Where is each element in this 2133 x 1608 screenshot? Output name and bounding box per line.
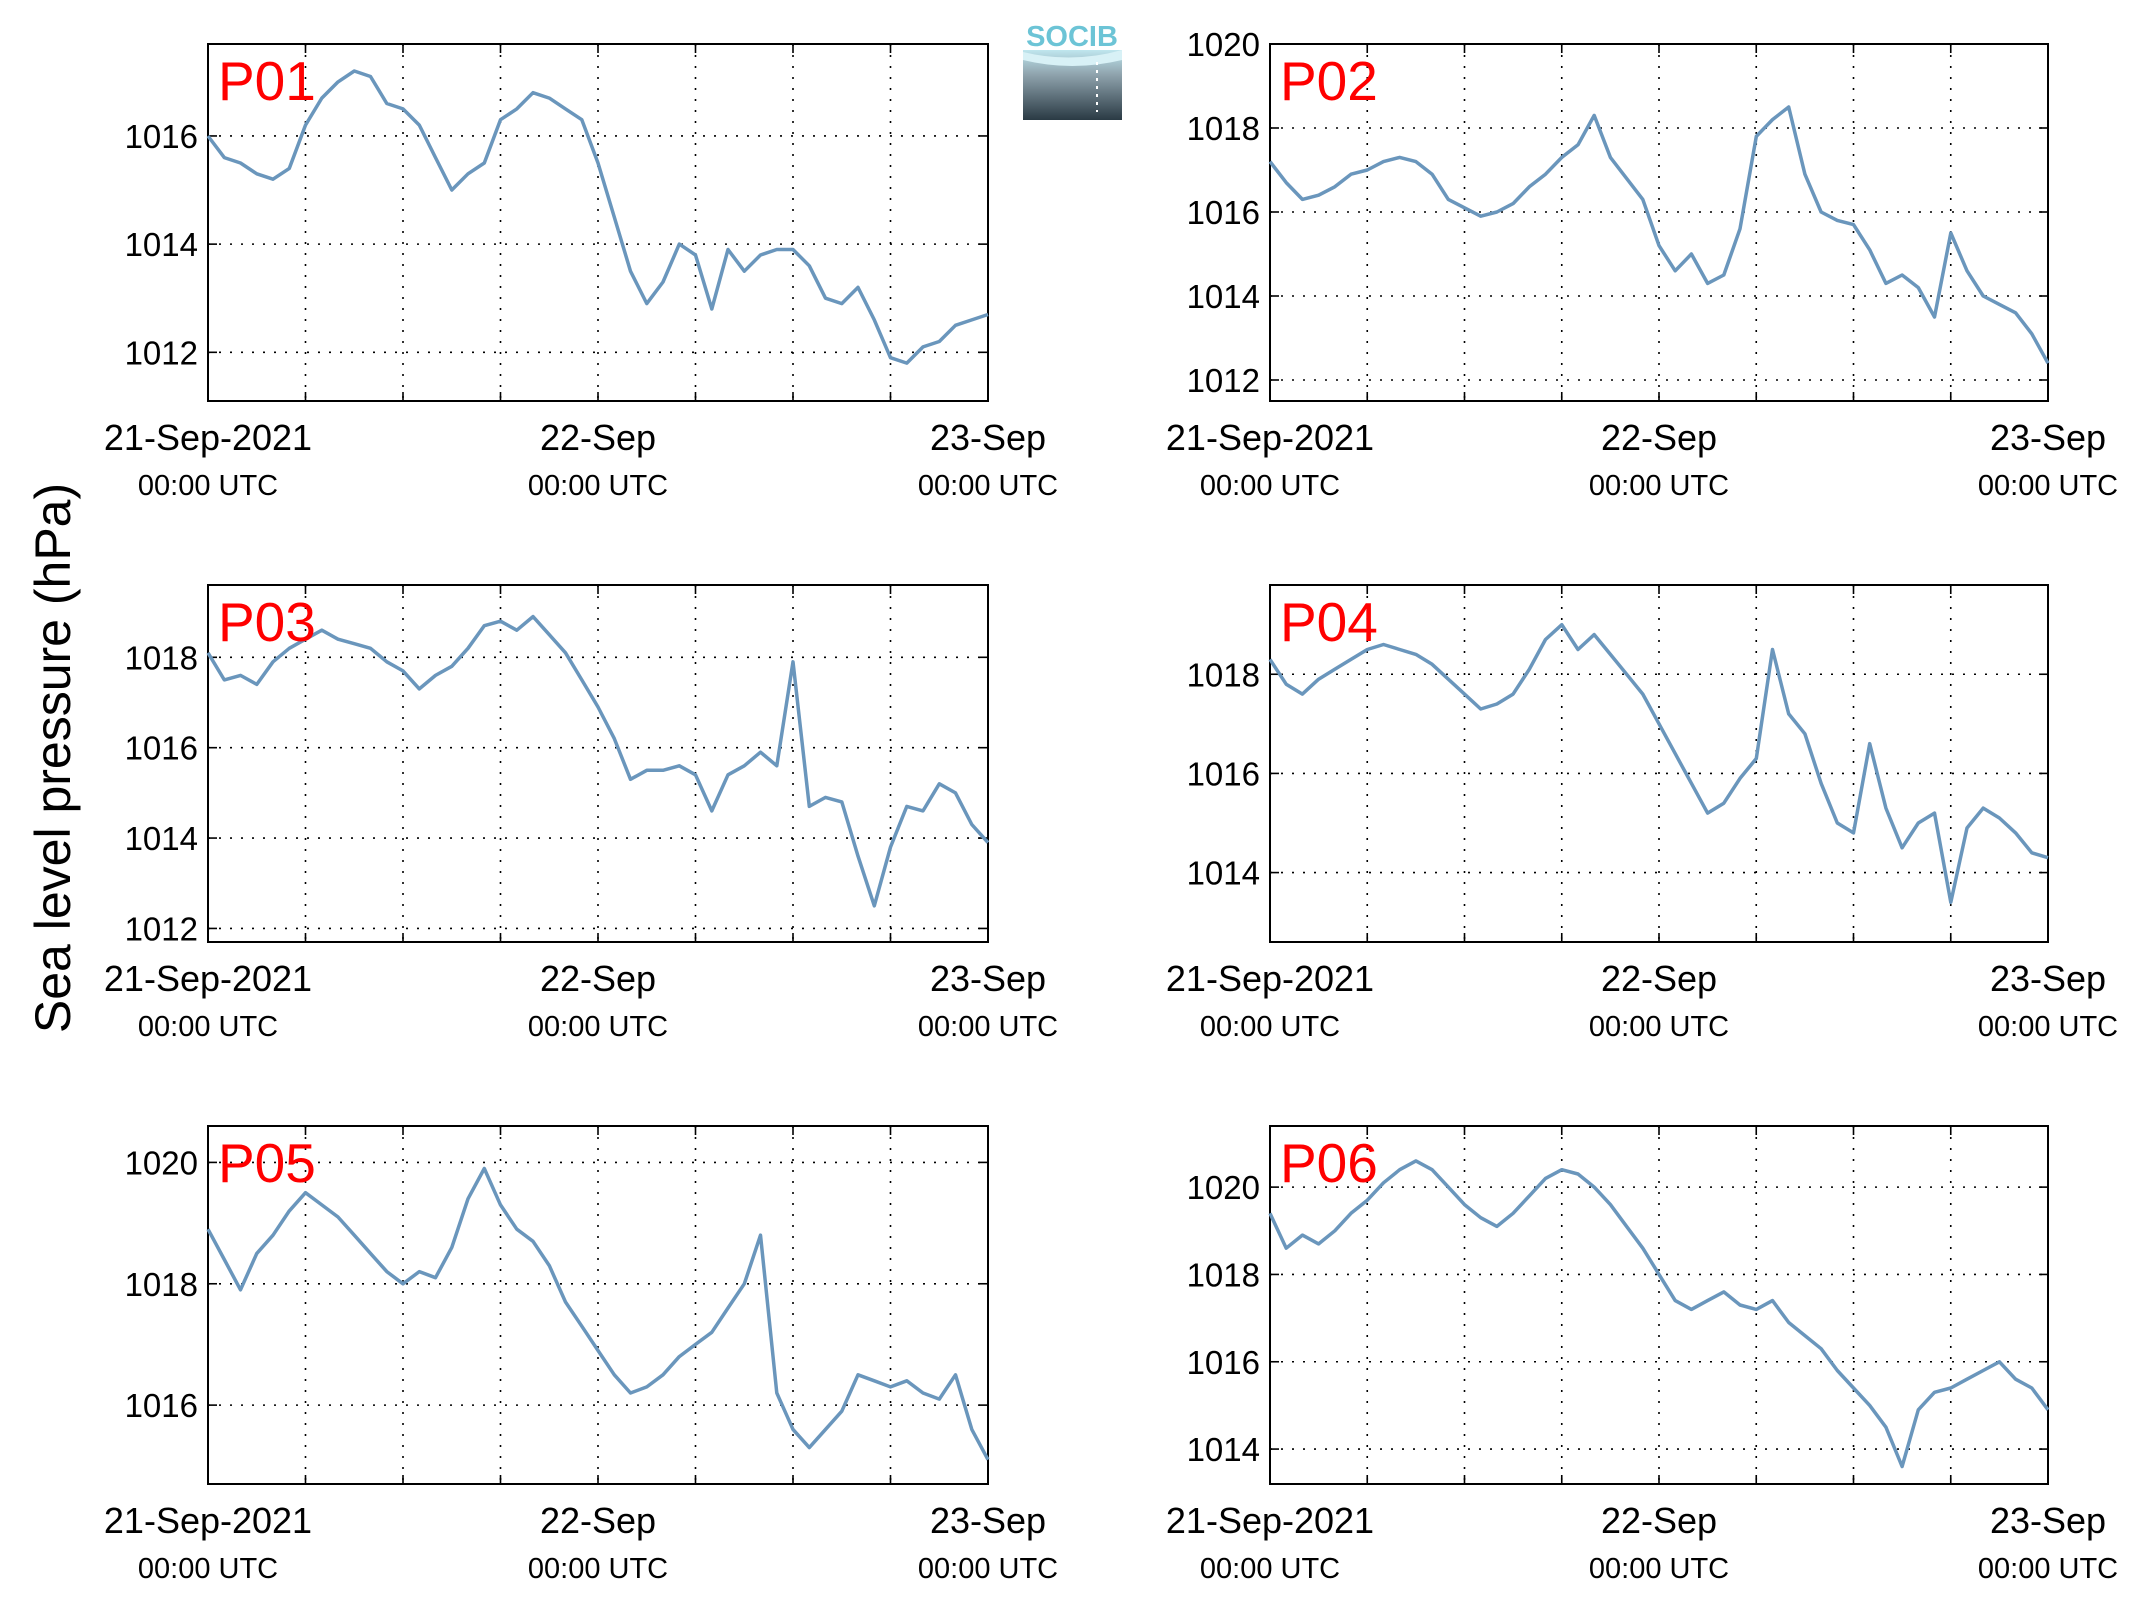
panel-label-p05: P05 [218,1132,316,1194]
x-tick-label-date: 23-Sep [1990,958,2106,999]
x-tick-label-time: 00:00 UTC [138,1553,278,1585]
socib-logo-text: SOCIB [1026,21,1118,53]
x-tick-label-date: 22-Sep [1601,958,1717,999]
y-tick-label: 1020 [1187,1169,1260,1206]
panel-p01: 1012 1014 1016 21-Sep-2021 00:00 UTC 22-Sep 00… [104,43,1058,502]
y-tick-label: 1018 [1187,1256,1260,1293]
x-tick-label-date: 23-Sep [930,1500,1046,1541]
x-tick-label-date: 21-Sep-2021 [1166,958,1374,999]
series-line-p03 [206,614,990,908]
y-tick-label: 1014 [1187,1431,1260,1468]
y-tick-label: 1018 [125,639,198,676]
x-tick-label-date: 22-Sep [1601,417,1717,458]
x-tick-label-time: 00:00 UTC [1978,470,2118,502]
y-tick-label: 1012 [1187,362,1260,399]
x-tick-label-time: 00:00 UTC [1589,470,1729,502]
panel-p03: 1012 1014 1016 1018 21-Sep-2021 00:00 UTC 22-S… [104,584,1058,1043]
plot-area [207,584,989,943]
x-tick-label-date: 22-Sep [1601,1500,1717,1541]
y-tick-label: 1018 [1187,656,1260,693]
x-tick-label-date: 23-Sep [930,958,1046,999]
panel-label-p03: P03 [218,591,316,653]
x-tick-label-time: 00:00 UTC [138,470,278,502]
y-tick-label: 1018 [125,1266,198,1303]
x-tick-label-date: 23-Sep [1990,417,2106,458]
y-tick-label: 1020 [1187,26,1260,63]
series-line-p05 [206,1166,990,1461]
panel-label-p04: P04 [1280,591,1378,653]
y-tick-label: 1016 [1187,1344,1260,1381]
x-tick-label-date: 23-Sep [930,417,1046,458]
panel-p05: 1016 1018 1020 21-Sep-2021 00:00 UTC 22-Sep 00… [104,1125,1058,1585]
x-tick-label-time: 00:00 UTC [138,1011,278,1043]
y-tick-label: 1016 [125,118,198,155]
y-tick-label: 1014 [1187,855,1260,892]
x-tick-label-time: 00:00 UTC [918,1011,1058,1043]
y-tick-label: 1020 [125,1144,198,1181]
x-tick-label-date: 21-Sep-2021 [1166,1500,1374,1541]
plot-area [207,1125,989,1485]
plot-area [1269,43,2049,402]
x-tick-label-date: 21-Sep-2021 [104,1500,312,1541]
panel-label-p06: P06 [1280,1132,1378,1194]
x-tick-label-date: 22-Sep [540,1500,656,1541]
x-tick-label-time: 00:00 UTC [1589,1011,1729,1043]
y-tick-label: 1016 [1187,194,1260,231]
panel-p04: 1014 1016 1018 21-Sep-2021 00:00 UTC 22-Sep 00… [1166,584,2118,1043]
x-tick-label-date: 23-Sep [1990,1500,2106,1541]
x-tick-label-time: 00:00 UTC [918,470,1058,502]
y-tick-label: 1016 [125,730,198,767]
panel-label-p02: P02 [1280,50,1378,112]
series-line-p04 [1268,622,2049,905]
plot-area [207,43,989,402]
y-tick-label: 1012 [125,910,198,947]
x-tick-label-date: 21-Sep-2021 [104,417,312,458]
y-tick-label: 1012 [125,334,198,371]
series-line-p06 [1268,1159,2050,1469]
panel-p02: 1012 1014 1016 1018 1020 21-Sep-2021 00:00 UTC… [1166,26,2118,502]
x-tick-label-time: 00:00 UTC [1200,1011,1340,1043]
y-tick-label: 1014 [1187,278,1260,315]
y-axis-label: Sea level pressure (hPa) [25,483,81,1033]
x-tick-label-time: 00:00 UTC [528,1011,668,1043]
y-tick-label: 1018 [1187,110,1260,147]
series-line-p02 [1268,105,2050,365]
series-line-p01 [206,69,989,365]
x-tick-label-date: 21-Sep-2021 [1166,417,1374,458]
x-tick-label-time: 00:00 UTC [1978,1553,2118,1585]
x-tick-label-time: 00:00 UTC [1978,1011,2118,1043]
x-tick-label-time: 00:00 UTC [528,470,668,502]
x-tick-label-time: 00:00 UTC [1200,470,1340,502]
x-tick-label-time: 00:00 UTC [528,1553,668,1585]
x-tick-label-time: 00:00 UTC [918,1553,1058,1585]
plot-area [1269,584,2049,943]
x-tick-label-date: 21-Sep-2021 [104,958,312,999]
y-tick-label: 1016 [125,1387,198,1424]
x-tick-label-time: 00:00 UTC [1200,1553,1340,1585]
panel-label-p01: P01 [218,50,316,112]
y-tick-label: 1016 [1187,755,1260,792]
x-tick-label-date: 22-Sep [540,417,656,458]
x-tick-label-time: 00:00 UTC [1589,1553,1729,1585]
y-tick-label: 1014 [125,226,198,263]
y-tick-label: 1014 [125,820,198,857]
x-tick-label-date: 22-Sep [540,958,656,999]
socib-logo: SOCIB [1023,21,1122,120]
panel-p06: 1014 1016 1018 1020 21-Sep-2021 00:00 UTC 22-S… [1166,1125,2118,1585]
